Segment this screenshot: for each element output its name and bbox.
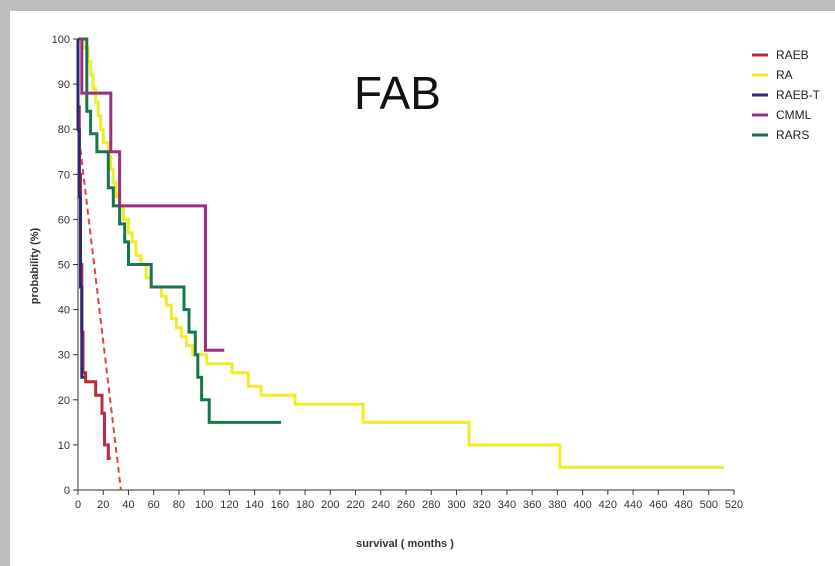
y-tick-label: 40 (58, 305, 70, 317)
x-tick-label: 40 (122, 499, 134, 511)
legend-label-rars: RARS (776, 128, 809, 142)
series-line-raeb-t (76, 39, 85, 379)
x-tick-label: 360 (523, 499, 541, 511)
legend-label-ra: RA (776, 68, 793, 82)
x-axis-label: survival ( months ) (356, 538, 454, 550)
x-tick-label: 400 (573, 499, 591, 511)
y-tick-label: 70 (58, 169, 70, 181)
trend-line-raeb (77, 129, 122, 491)
x-tick-label: 460 (649, 499, 667, 511)
x-tick-label: 420 (599, 499, 617, 511)
x-tick-label: 340 (498, 499, 516, 511)
x-tick-label: 80 (173, 499, 185, 511)
x-tick-label: 320 (473, 499, 491, 511)
x-tick-label: 220 (346, 499, 364, 511)
y-tick-label: 60 (58, 214, 70, 226)
series-line-cmml (78, 37, 225, 352)
legend: RAEB RA RAEB-T CMML RARS (752, 48, 821, 142)
legend-label-raeb: RAEB (776, 48, 809, 62)
y-tick-label: 50 (58, 260, 70, 272)
x-tick-label: 440 (624, 499, 642, 511)
x-tick-label: 520 (725, 499, 743, 511)
x-tick-label: 280 (422, 499, 440, 511)
chart-frame: FAB survival ( months ) probability (%) … (10, 11, 835, 566)
x-tick-label: 60 (148, 499, 160, 511)
axes: 0 20 40 60 80 100 120 140 160 180 200 220 240 260 280 3… (52, 34, 744, 511)
x-tick-label: 140 (245, 499, 263, 511)
x-tick-label: 120 (220, 499, 238, 511)
x-tick-label: 500 (700, 499, 718, 511)
y-tick-label: 80 (58, 124, 70, 136)
series-line-ra (78, 37, 724, 469)
x-tick-label: 240 (372, 499, 390, 511)
x-tick-label: 160 (271, 499, 289, 511)
y-tick-label: 20 (58, 395, 70, 407)
y-axis-label: probability (%) (29, 227, 41, 304)
x-tick-label: 300 (447, 499, 465, 511)
x-tick-label: 260 (397, 499, 415, 511)
chart-title: FAB (354, 67, 441, 119)
legend-label-raeb-t: RAEB-T (776, 88, 821, 102)
x-tick-label: 200 (321, 499, 339, 511)
x-tick-label: 180 (296, 499, 314, 511)
y-tick-label: 100 (52, 34, 70, 46)
survival-chart: FAB survival ( months ) probability (%) … (29, 34, 821, 550)
x-tick-label: 100 (195, 499, 213, 511)
x-tick-label: 20 (97, 499, 109, 511)
legend-label-cmml: CMML (776, 108, 812, 122)
y-tick-label: 90 (58, 79, 70, 91)
y-tick-label: 30 (58, 350, 70, 362)
plot-area (76, 37, 724, 491)
x-tick-label: 480 (674, 499, 692, 511)
series-line-rars (78, 37, 282, 424)
x-tick-label: 380 (548, 499, 566, 511)
y-tick-label: 0 (64, 485, 70, 497)
x-tick-label: 0 (75, 499, 81, 511)
y-tick-label: 10 (58, 440, 70, 452)
